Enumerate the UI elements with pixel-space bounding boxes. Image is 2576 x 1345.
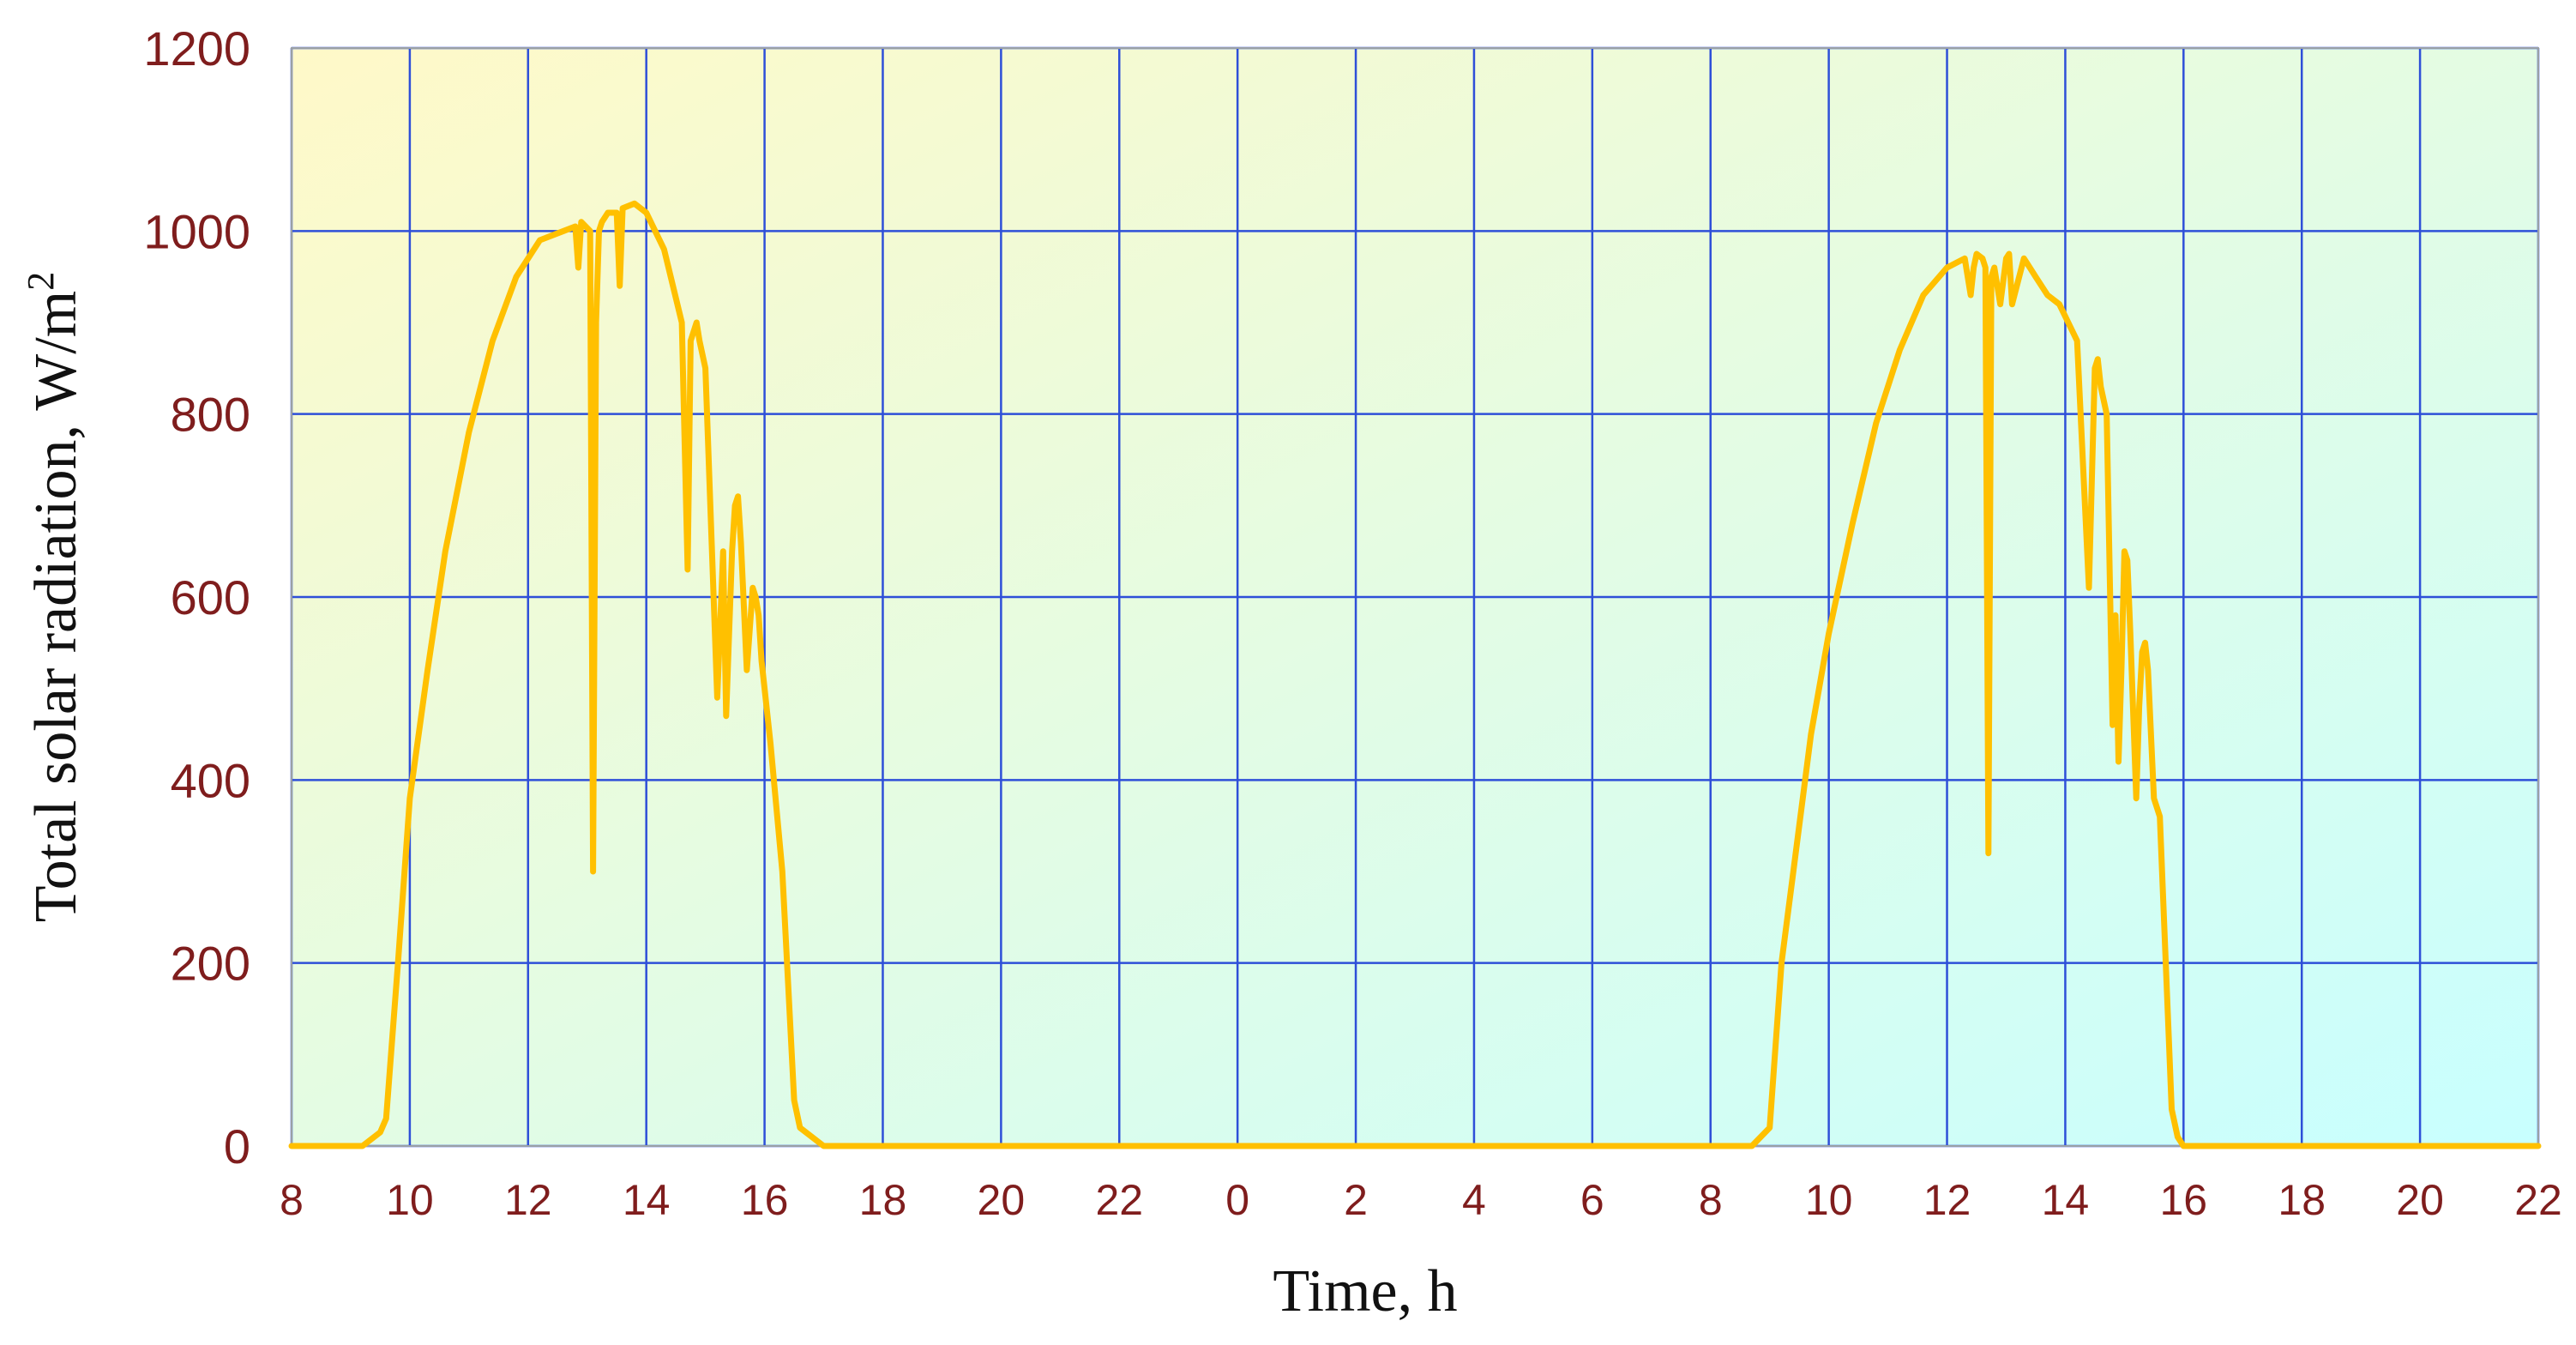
x-tick-label: 14 — [2042, 1176, 2090, 1224]
y-tick-label: 800 — [171, 388, 250, 442]
x-tick-label: 6 — [1580, 1176, 1604, 1224]
y-tick-label: 0 — [224, 1119, 250, 1173]
x-tick-label: 0 — [1225, 1176, 1249, 1224]
y-tick-labels: 0 200 400 600 800 1000 1200 — [143, 21, 250, 1173]
y-tick-label: 200 — [171, 937, 250, 991]
y-tick-label: 400 — [171, 753, 250, 807]
y-tick-label: 1000 — [143, 204, 250, 258]
x-tick-label: 8 — [280, 1176, 304, 1224]
y-axis-title-text: Total solar radiation, W/m — [23, 291, 89, 922]
x-tick-label: 16 — [2160, 1176, 2208, 1224]
y-axis-title: Total solar radiation, W/m2 — [20, 272, 89, 922]
x-axis-title: Time, h — [1273, 1258, 1457, 1324]
x-tick-label: 22 — [2514, 1176, 2562, 1224]
x-tick-label: 20 — [2396, 1176, 2444, 1224]
x-tick-label: 22 — [1095, 1176, 1143, 1224]
x-tick-label: 20 — [978, 1176, 1026, 1224]
y-tick-label: 600 — [171, 570, 250, 624]
x-tick-label: 2 — [1344, 1176, 1368, 1224]
series-line-solar-radiation — [288, 200, 2542, 1149]
x-tick-label: 12 — [1923, 1176, 1971, 1224]
x-tick-labels: 8 10 12 14 16 18 20 22 0 2 4 6 8 10 12 14 16 18 20 22 — [280, 1176, 2562, 1224]
x-tick-label: 10 — [1805, 1176, 1853, 1224]
x-tick-label: 4 — [1462, 1176, 1486, 1224]
y-tick-label: 1200 — [143, 21, 250, 75]
x-tick-label: 10 — [386, 1176, 434, 1224]
x-tick-label: 16 — [741, 1176, 789, 1224]
grid — [290, 46, 2540, 1148]
x-tick-label: 8 — [1699, 1176, 1723, 1224]
x-tick-label: 14 — [623, 1176, 671, 1224]
x-tick-label: 12 — [504, 1176, 552, 1224]
x-tick-label: 18 — [2278, 1176, 2326, 1224]
x-tick-label: 18 — [859, 1176, 907, 1224]
y-axis-title-superscript: 2 — [20, 272, 62, 291]
series-layer — [288, 200, 2542, 1149]
